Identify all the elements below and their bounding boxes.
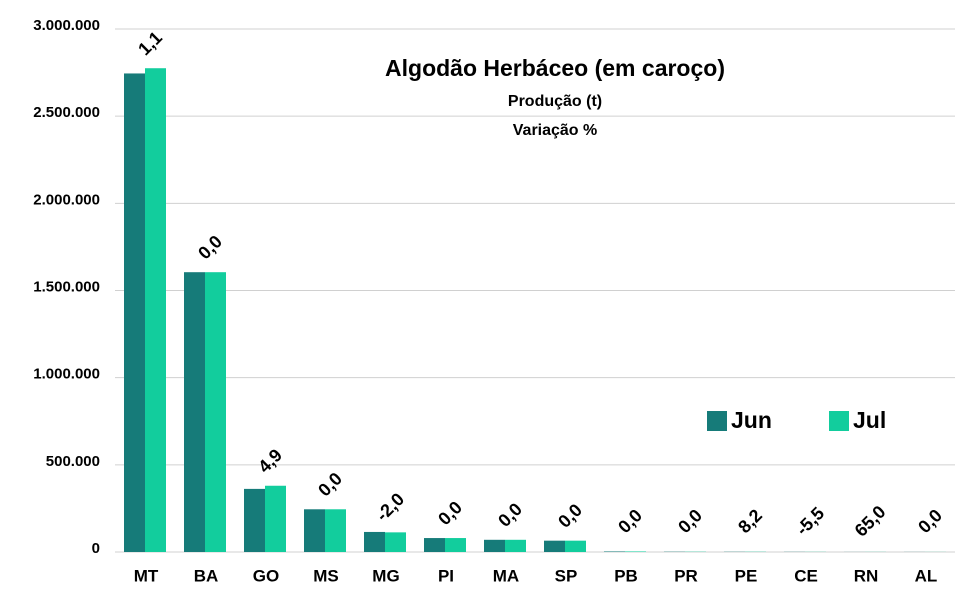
bar bbox=[604, 551, 625, 552]
y-tick-label: 2.500.000 bbox=[33, 104, 100, 121]
bar bbox=[625, 551, 646, 552]
x-tick-label: GO bbox=[253, 566, 279, 585]
chart-title: Algodão Herbáceo (em caroço) bbox=[385, 55, 725, 81]
x-tick-label: AL bbox=[915, 566, 938, 585]
bar bbox=[265, 485, 286, 552]
bar bbox=[544, 540, 565, 552]
variation-label: -5,5 bbox=[792, 503, 828, 539]
bar bbox=[124, 73, 145, 552]
variation-label: 1,1 bbox=[134, 27, 166, 59]
chart-subtitle: Produção (t) bbox=[508, 93, 602, 110]
variation-label: 0,0 bbox=[674, 505, 706, 537]
x-tick-label: MG bbox=[372, 566, 399, 585]
bar bbox=[484, 539, 505, 552]
variation-label: 0,0 bbox=[314, 468, 346, 500]
variation-label: 8,2 bbox=[734, 505, 766, 537]
bar bbox=[244, 488, 265, 552]
bar bbox=[205, 272, 226, 552]
bar bbox=[385, 532, 406, 552]
y-tick-label: 1.000.000 bbox=[33, 366, 100, 383]
x-tick-label: PI bbox=[438, 566, 454, 585]
bar bbox=[505, 539, 526, 552]
legend-label: Jul bbox=[853, 407, 886, 433]
bar bbox=[424, 538, 445, 552]
x-tick-label: RN bbox=[854, 566, 879, 585]
bar bbox=[445, 538, 466, 552]
legend-swatch bbox=[707, 411, 727, 431]
y-tick-label: 2.000.000 bbox=[33, 191, 100, 208]
bar bbox=[364, 531, 385, 552]
x-tick-label: PE bbox=[735, 566, 758, 585]
y-tick-label: 0 bbox=[92, 540, 100, 557]
bar bbox=[304, 509, 325, 552]
legend-swatch bbox=[829, 411, 849, 431]
variation-label: 0,0 bbox=[434, 497, 466, 529]
y-tick-label: 3.000.000 bbox=[33, 17, 100, 34]
y-tick-label: 500.000 bbox=[46, 453, 100, 470]
variation-caption: Variação % bbox=[513, 122, 598, 139]
bar bbox=[184, 272, 205, 552]
variation-label: 0,0 bbox=[554, 500, 586, 532]
bar bbox=[565, 540, 586, 552]
x-tick-label: CE bbox=[794, 566, 818, 585]
variation-label: 0,0 bbox=[614, 505, 646, 537]
x-tick-label: BA bbox=[194, 566, 219, 585]
legend-label: Jun bbox=[731, 407, 772, 433]
y-tick-label: 1.500.000 bbox=[33, 278, 100, 295]
variation-label: 0,0 bbox=[494, 499, 526, 531]
x-tick-label: PR bbox=[674, 566, 698, 585]
variation-label: 4,9 bbox=[254, 445, 286, 477]
x-tick-label: SP bbox=[555, 566, 578, 585]
x-tick-label: MS bbox=[313, 566, 339, 585]
x-tick-label: MA bbox=[493, 566, 519, 585]
x-tick-label: PB bbox=[614, 566, 638, 585]
x-tick-label: MT bbox=[134, 566, 159, 585]
bar bbox=[325, 509, 346, 552]
variation-label: -2,0 bbox=[372, 489, 408, 525]
variation-label: 0,0 bbox=[194, 231, 226, 263]
bar bbox=[145, 68, 166, 552]
variation-label: 0,0 bbox=[914, 505, 946, 537]
variation-label: 65,0 bbox=[851, 502, 890, 541]
